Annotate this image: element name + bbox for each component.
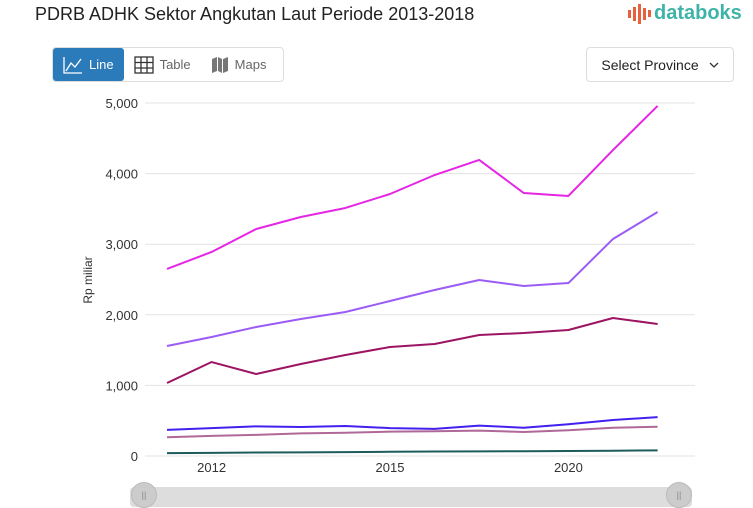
tab-label: Table (159, 57, 191, 72)
tab-table[interactable]: Table (124, 48, 201, 81)
series-line-5 (166, 425, 658, 439)
y-tick-label: 3,000 (105, 237, 138, 252)
select-province-label: Select Province (601, 56, 699, 73)
range-handle-right[interactable]: || (666, 482, 692, 508)
tab-label: Line (89, 57, 114, 72)
y-axis-label: Rp miliar (81, 256, 95, 303)
line-chart-icon (63, 56, 82, 74)
range-scrollbar[interactable] (130, 487, 692, 507)
y-tick-label: 4,000 (105, 167, 138, 182)
y-tick-label: 1,000 (105, 378, 138, 393)
range-handle-left[interactable]: || (131, 482, 157, 508)
logo-text: databoks (654, 2, 742, 24)
y-tick-label: 0 (131, 449, 138, 464)
series-line-2 (166, 211, 659, 347)
series-line-4 (166, 416, 658, 431)
series-line-1 (166, 105, 659, 270)
map-icon (211, 56, 228, 73)
chart-title: PDRB ADHK Sektor Angkutan Laut Periode 2… (35, 4, 475, 24)
y-tick-label: 2,000 (105, 308, 138, 323)
databoks-logo: databoks (628, 2, 742, 25)
select-province-dropdown[interactable]: Select Province (586, 47, 734, 82)
x-tick-label: 2012 (197, 460, 226, 475)
x-tick-label: 2020 (554, 460, 583, 475)
series-line-6 (166, 449, 658, 455)
view-tabs: Line Table Maps (52, 47, 284, 82)
x-tick-label: 2015 (376, 460, 405, 475)
tab-label: Maps (234, 57, 267, 72)
y-tick-label: 5,000 (105, 96, 138, 111)
chevron-down-icon (709, 62, 719, 68)
series-line-3 (166, 316, 658, 384)
tab-line[interactable]: Line (53, 48, 124, 81)
tab-maps[interactable]: Maps (201, 48, 277, 81)
table-icon (133, 55, 154, 74)
logo-mark-icon (628, 3, 651, 24)
